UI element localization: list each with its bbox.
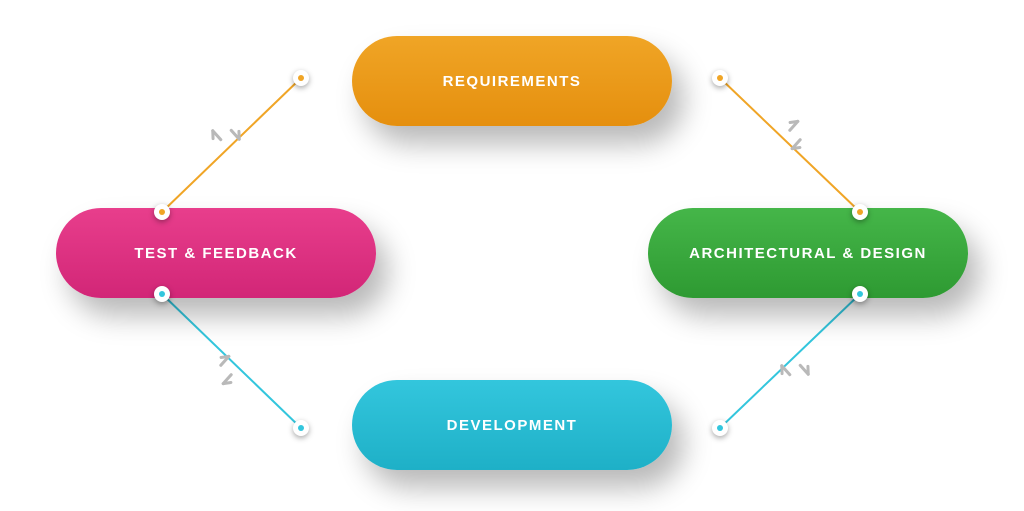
connector-dot (852, 204, 868, 220)
node-label: ARCHITECTURAL & DESIGN (689, 245, 927, 262)
connector-dot (154, 204, 170, 220)
cycle-diagram: REQUIREMENTS ARCHITECTURAL & DESIGN DEVE… (0, 0, 1024, 511)
connector-dot (852, 286, 868, 302)
node-label: TEST & FEEDBACK (134, 245, 297, 262)
node-requirements: REQUIREMENTS (352, 36, 672, 126)
bidirectional-arrows-icon (198, 342, 254, 398)
connector-dot (712, 70, 728, 86)
bidirectional-arrows-icon (198, 107, 254, 163)
node-test-feedback: TEST & FEEDBACK (56, 208, 376, 298)
bidirectional-arrows-icon (767, 342, 823, 398)
connector-dot (154, 286, 170, 302)
node-architectural-design: ARCHITECTURAL & DESIGN (648, 208, 968, 298)
bidirectional-arrows-icon (767, 107, 823, 163)
node-label: DEVELOPMENT (447, 417, 578, 434)
node-label: REQUIREMENTS (443, 73, 582, 90)
node-development: DEVELOPMENT (352, 380, 672, 470)
connector-dot (712, 420, 728, 436)
connector-dot (293, 420, 309, 436)
connector-dot (293, 70, 309, 86)
